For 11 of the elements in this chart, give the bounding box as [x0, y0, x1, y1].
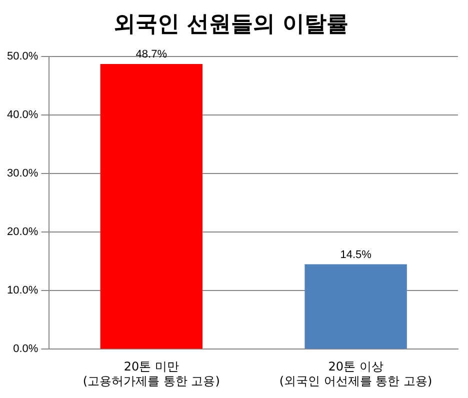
x-tick-label: 20톤 미만 (고용허가제를 통한 고용): [82, 360, 220, 388]
data-label: 14.5%: [340, 248, 372, 261]
data-label: 48.7%: [136, 48, 168, 61]
chart-title: 외국인 선원들의 이탈률: [113, 12, 349, 37]
y-tick-label: 40.0%: [6, 108, 38, 121]
y-tick-label: 10.0%: [6, 284, 38, 297]
x-tick-label: 20톤 이상 (외국인 어선제를 통한 고용): [279, 360, 432, 388]
y-tick-label: 30.0%: [6, 168, 38, 180]
y-tick-label: 20.0%: [6, 226, 38, 238]
y-tick-label: 50.0%: [6, 50, 38, 62]
y-tick-label: 0.0%: [13, 343, 38, 356]
